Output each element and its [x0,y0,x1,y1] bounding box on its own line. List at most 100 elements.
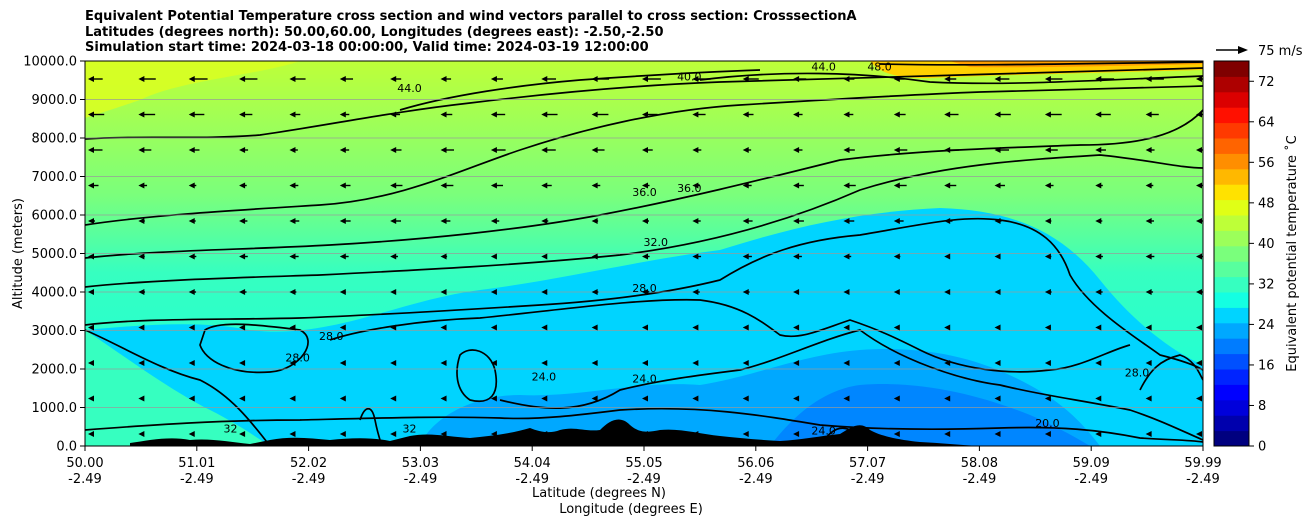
wind-vector [88,218,96,224]
wind-vector [994,182,1005,189]
wind-vector-head [994,147,1001,153]
wind-vector [893,182,907,189]
wind-vector-head [1145,111,1152,118]
wind-vector-head [1196,218,1202,224]
wind-vector-head [591,147,598,153]
wind-vector-head [289,76,296,82]
wind-vector-head [1044,147,1051,153]
wind-vector [793,147,803,153]
wind-vector-head [1196,395,1202,402]
wind-vector [944,218,953,224]
x-tick-label-lat: 59.99 [1184,456,1221,471]
wind-vector [289,76,306,82]
contour-line [399,69,761,111]
wind-vector-head [138,182,145,189]
wind-vector-head [88,76,94,82]
wind-vector-head [591,324,598,331]
wind-vector-head [1196,147,1202,153]
x-tick-label-lat: 50.00 [66,456,103,471]
wind-vector-head [1196,111,1202,118]
wind-vector [1145,395,1152,402]
wind-vector [88,111,105,118]
wind-vector [390,76,402,82]
wind-vector-head [1095,182,1102,189]
wind-vector [239,431,246,437]
wind-vector [692,76,711,82]
wind-vector-head [994,76,1001,82]
reference-arrow-head [1238,46,1248,54]
wind-vector-head [88,147,94,153]
title-line-3: Simulation start time: 2024-03-18 00:00:… [85,40,649,55]
wind-vector [642,253,650,260]
wind-vector [1196,182,1203,189]
wind-vector [1145,289,1154,295]
wind-vector [793,253,802,260]
wind-vector [994,395,1001,402]
wind-vector [944,147,959,153]
wind-vector-head [440,253,447,260]
wind-vector [88,324,94,331]
wind-vector-head [692,147,699,153]
y-tick-label: 2000.0 [32,363,78,378]
wind-vector [138,289,146,295]
wind-vector [138,147,152,153]
wind-vector [188,431,195,437]
y-tick-label: 8000.0 [32,132,78,147]
x-tick-label-lon: -2.49 [68,472,102,487]
y-tick-label: 6000.0 [32,209,78,224]
y-tick-label: 5000.0 [32,247,78,262]
contour-line [1139,354,1203,391]
wind-vector [541,182,552,189]
wind-vector-head [1196,360,1202,366]
wind-vector [339,147,350,153]
wind-vector-head [440,182,447,189]
wind-vector [88,431,94,437]
wind-vector [390,360,397,366]
wind-vector [289,253,299,260]
wind-vector [1145,253,1155,260]
wind-vector-head [893,431,900,437]
wind-vector [843,324,850,331]
wind-vector-head [944,395,951,402]
wind-vector [893,324,900,331]
wind-vector-head [138,360,145,366]
wind-vector-head [1044,431,1051,437]
wind-vector [188,289,197,295]
x-tick-label-lat: 52.02 [290,456,327,471]
wind-vector [188,147,200,153]
contour-line [329,298,1131,373]
contour-label: 24.0 [811,424,836,437]
wind-vector [1095,360,1102,366]
wind-vector [88,360,94,366]
wind-vector [742,147,752,153]
wind-vector [793,76,807,82]
wind-vector-head [591,360,598,366]
wind-vector-head [591,395,598,402]
wind-vector-head [289,431,296,437]
wind-vector-head [1196,289,1202,295]
wind-vector [390,182,403,189]
wind-vector-head [440,324,447,331]
wind-vector [591,431,598,437]
wind-vector-head [994,395,1001,402]
wind-vector-head [1095,431,1102,437]
wind-vector [390,218,402,224]
wind-vector-head [994,182,1001,189]
wind-vector-head [843,218,850,224]
wind-vector-head [591,76,598,82]
wind-vector [591,360,598,366]
wind-vector-head [642,324,648,331]
y-axis: 0.0 1000.0 2000.0 3000.0 4000.0 5000.0 6000.0 7… [23,55,85,455]
wind-vector [843,111,854,118]
contour-label: 44.0 [397,82,422,95]
wind-vector [994,324,1001,331]
wind-vector [944,76,957,82]
x-tick-label-lat: 54.04 [514,456,551,471]
wind-vector-head [742,431,749,437]
colorbar [1214,61,1249,447]
wind-vector [994,147,1009,153]
wind-vector [1196,431,1202,437]
contour-label: 28.0 [1125,367,1150,380]
wind-vector-head [138,395,145,402]
wind-vector [793,431,800,437]
